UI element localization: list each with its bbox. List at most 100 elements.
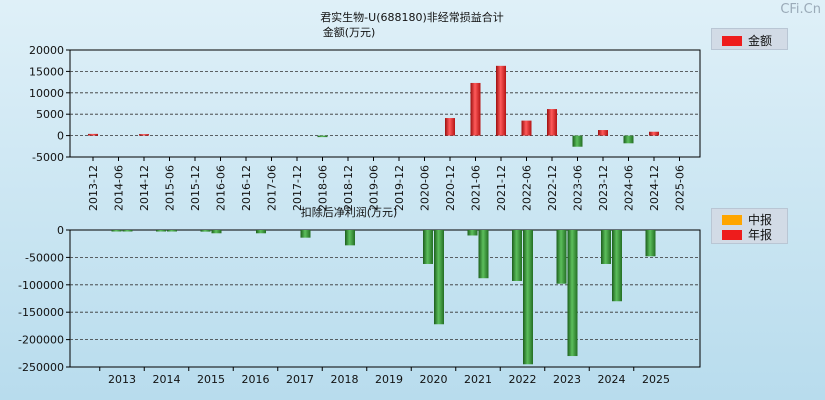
legend-label-amount: 金额	[748, 34, 773, 48]
bottom-y-tick-label: -200000	[18, 334, 64, 347]
bottom-x-tick-label: 2025	[642, 373, 670, 386]
top-bar	[317, 135, 328, 138]
bottom-bar-annual	[345, 230, 355, 246]
legend-item-amount: 金额	[722, 32, 772, 49]
bottom-x-tick-label: 2014	[153, 373, 181, 386]
top-x-tick-label: 2023-06	[572, 165, 585, 211]
bottom-y-tick-label: -100000	[18, 279, 64, 292]
chart2-title: 扣除后净利润(万元)	[301, 205, 398, 219]
bottom-x-tick-label: 2023	[553, 373, 581, 386]
top-bar	[623, 135, 634, 144]
bottom-bar-interim	[467, 230, 478, 236]
legend-swatch-amount	[722, 35, 742, 46]
top-x-axis: 2013-12 2014-06 2014-12 2015-06 2015-12 2016-…	[87, 157, 687, 211]
bottom-y-tick-label: -50000	[25, 251, 64, 264]
legend-swatch-interim	[722, 214, 742, 225]
top-bars	[88, 65, 659, 147]
top-y-tick-label: 5000	[36, 108, 64, 121]
watermark: CFi.Cn	[780, 2, 821, 17]
top-y-tick-label: 15000	[29, 65, 64, 78]
plot-area-bottom	[69, 229, 701, 368]
bottom-bar-annual	[523, 230, 533, 365]
top-bar	[598, 130, 608, 136]
bottom-bar-annual	[612, 230, 622, 302]
bottom-bar-interim	[156, 230, 166, 232]
legend-item-annual: 年报	[722, 226, 772, 243]
top-x-tick-label: 2015-06	[164, 165, 177, 211]
bottom-x-tick-label: 2018	[331, 373, 359, 386]
bottom-x-tick-label: 2015	[197, 373, 225, 386]
top-y-tick-label: 10000	[29, 87, 64, 100]
top-x-tick-label: 2022-12	[546, 165, 559, 211]
bottom-x-tick-label: 2013	[108, 373, 136, 386]
bottom-bar-interim	[423, 230, 433, 264]
bottom-x-tick-label: 2016	[242, 373, 270, 386]
top-bar	[88, 133, 98, 136]
bottom-y-tick-label: -250000	[18, 361, 64, 374]
top-x-tick-label: 2018-06	[317, 165, 330, 211]
top-x-tick-label: 2014-12	[138, 165, 151, 211]
top-bar	[521, 120, 532, 136]
top-x-tick-label: 2017-06	[266, 165, 279, 211]
top-x-tick-label: 2019-12	[393, 165, 406, 211]
top-x-tick-label: 2024-12	[648, 165, 661, 211]
top-y-axis: -5000 0 5000 10000 15000 20000	[29, 44, 70, 164]
top-x-tick-label: 2015-12	[189, 165, 202, 211]
bottom-bar-annual	[256, 230, 266, 234]
legend-swatch-annual	[722, 229, 742, 240]
bottom-y-axis: -250000 -200000 -150000 -100000 -50000 0	[18, 224, 70, 374]
bottom-bar-interim	[512, 230, 522, 281]
top-y-tick-label: 0	[57, 130, 64, 143]
top-gridlines	[70, 71, 700, 137]
top-bar	[547, 109, 557, 136]
chart-title: 君实生物-U(688180)非经常损益合计	[320, 10, 504, 24]
bottom-bar-annual	[122, 230, 133, 232]
legend-label-interim: 中报	[748, 213, 773, 227]
top-bar	[139, 134, 149, 136]
legend-label-annual: 年报	[748, 228, 773, 242]
top-x-tick-label: 2013-12	[87, 165, 100, 211]
top-bar	[496, 65, 506, 136]
top-x-tick-label: 2025-06	[674, 165, 687, 211]
plot-area-top	[69, 49, 701, 158]
top-x-tick-label: 2020-12	[444, 165, 457, 211]
bottom-x-tick-label: 2024	[598, 373, 626, 386]
top-x-tick-label: 2020-06	[419, 165, 432, 211]
bottom-y-tick-label: 0	[57, 224, 64, 237]
top-x-tick-label: 2021-06	[470, 165, 483, 211]
top-y-tick-label: 20000	[29, 44, 64, 57]
bottom-bar-annual	[434, 230, 444, 325]
top-x-tick-label: 2019-06	[368, 165, 381, 211]
top-x-tick-label: 2017-12	[291, 165, 304, 211]
top-bar	[445, 118, 455, 136]
top-x-tick-label: 2021-12	[495, 165, 508, 211]
bottom-bar-interim	[645, 230, 656, 257]
bottom-y-tick-label: -150000	[18, 306, 64, 319]
bottom-x-tick-label: 2022	[509, 373, 537, 386]
bottom-bar-annual	[167, 230, 177, 232]
bottom-bar-annual	[300, 230, 311, 238]
top-x-tick-label: 2016-06	[215, 165, 228, 211]
top-bar	[572, 135, 583, 147]
bottom-x-tick-label: 2020	[420, 373, 448, 386]
bottom-bar-annual	[567, 230, 578, 357]
top-x-tick-label: 2024-06	[623, 165, 636, 211]
bottom-bar-interim	[200, 230, 211, 232]
bottom-x-tick-label: 2021	[464, 373, 492, 386]
chart-subtitle: 金额(万元)	[323, 25, 376, 39]
bottom-bars	[111, 230, 656, 365]
bottom-bar-interim	[601, 230, 611, 264]
top-y-tick-label: -5000	[32, 151, 64, 164]
bottom-bar-interim	[111, 230, 122, 232]
top-bar	[649, 131, 659, 136]
top-x-tick-label: 2016-12	[240, 165, 253, 211]
top-x-tick-label: 2022-06	[521, 165, 534, 211]
top-bar	[470, 82, 481, 136]
top-x-tick-label: 2018-12	[342, 165, 355, 211]
bottom-gridlines	[70, 256, 700, 341]
bottom-x-axis: 2013 2014 2015 2016 2017 2018 2019 2020 2021 2022…	[99, 367, 670, 386]
bottom-x-tick-label: 2017	[286, 373, 314, 386]
bottom-x-tick-label: 2019	[375, 373, 403, 386]
legend-bottom: 中报 年报	[711, 208, 788, 244]
